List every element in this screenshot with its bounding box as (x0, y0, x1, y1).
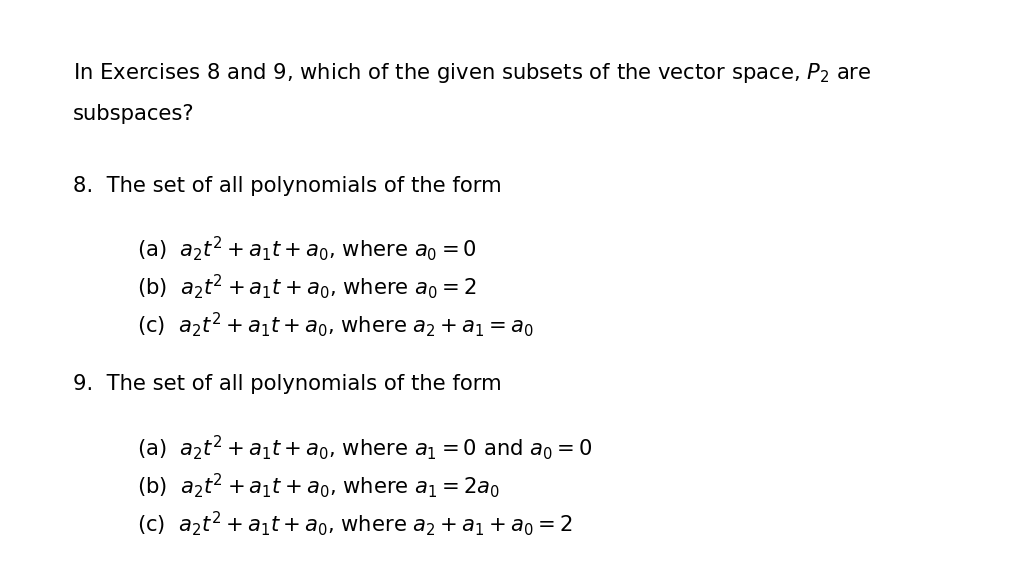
Text: 9.  The set of all polynomials of the form: 9. The set of all polynomials of the for… (73, 374, 501, 394)
Text: (b)  $a_2t^2 + a_1t + a_0$, where $a_1 = 2a_0$: (b) $a_2t^2 + a_1t + a_0$, where $a_1 = … (137, 471, 500, 500)
Text: (a)  $a_2t^2 + a_1t + a_0$, where $a_0 = 0$: (a) $a_2t^2 + a_1t + a_0$, where $a_0 = … (137, 234, 477, 263)
Text: (b)  $a_2t^2 + a_1t + a_0$, where $a_0 = 2$: (b) $a_2t^2 + a_1t + a_0$, where $a_0 = … (137, 272, 476, 301)
Text: In Exercises 8 and 9, which of the given subsets of the vector space, $P_2$ are: In Exercises 8 and 9, which of the given… (73, 61, 871, 85)
Text: subspaces?: subspaces? (73, 104, 194, 124)
Text: (c)  $a_2t^2 + a_1t + a_0$, where $a_2 + a_1 + a_0 = 2$: (c) $a_2t^2 + a_1t + a_0$, where $a_2 + … (137, 509, 572, 538)
Text: (c)  $a_2t^2 + a_1t + a_0$, where $a_2 + a_1 = a_0$: (c) $a_2t^2 + a_1t + a_0$, where $a_2 + … (137, 310, 534, 339)
Text: 8.  The set of all polynomials of the form: 8. The set of all polynomials of the for… (73, 176, 501, 195)
Text: (a)  $a_2t^2 + a_1t + a_0$, where $a_1 = 0$ and $a_0 = 0$: (a) $a_2t^2 + a_1t + a_0$, where $a_1 = … (137, 433, 593, 462)
